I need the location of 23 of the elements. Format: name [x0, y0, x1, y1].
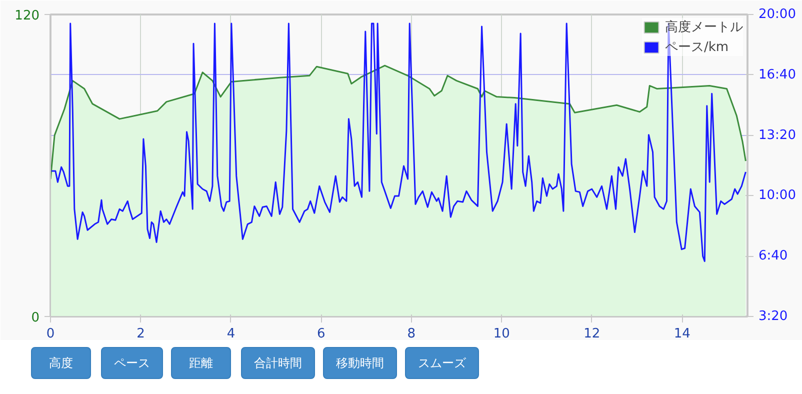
x-tick-label: 12 — [584, 326, 600, 342]
text: ペース — [101, 347, 163, 379]
text: スムーズ — [405, 347, 479, 379]
x-tick-label: 0 — [46, 326, 55, 342]
y2-tick-label: 6:40 — [758, 248, 788, 264]
y2-tick-label: 10:00 — [758, 188, 796, 204]
x-tick-label: 2 — [136, 326, 145, 342]
y-tick-label: 120 — [14, 8, 40, 24]
y2-tick-label: 3:20 — [758, 309, 788, 324]
text: 移動時間 — [323, 347, 397, 379]
y2-tick-label: 20:00 — [758, 7, 796, 22]
x-tick-label: 14 — [674, 326, 690, 342]
y2-tick-label: 16:40 — [758, 67, 796, 82]
x-tick-label: 4 — [226, 326, 236, 342]
text: 合計時間 — [241, 347, 315, 379]
y2-tick-label: 13:20 — [758, 128, 796, 143]
legend-label: 高度メートル — [665, 19, 743, 36]
text: 距離 — [171, 347, 231, 379]
legend-label: ペース/km — [665, 39, 729, 56]
x-tick-label: 6 — [317, 326, 326, 342]
x-tick-label: 8 — [407, 326, 416, 342]
text: 高度 — [31, 347, 91, 379]
x-tick-label: 10 — [493, 326, 510, 342]
